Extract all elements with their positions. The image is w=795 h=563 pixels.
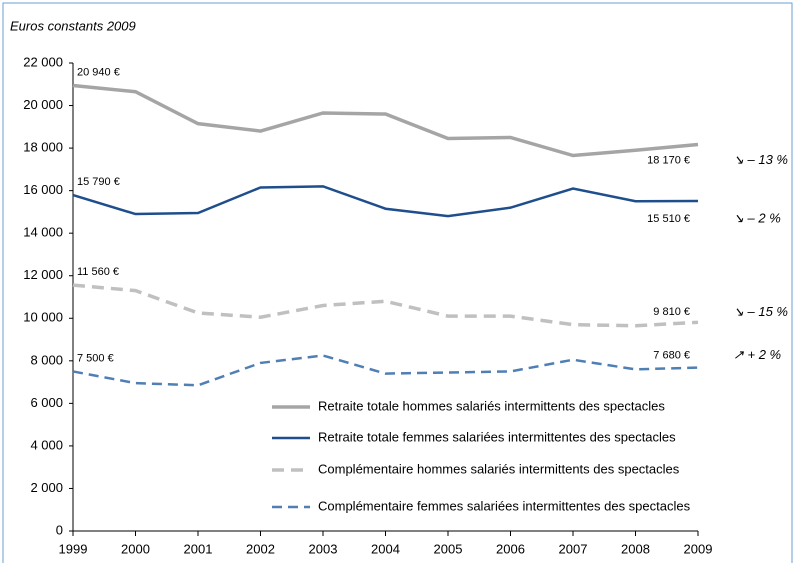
x-tick-label: 2006	[496, 541, 525, 556]
value-label: 20 940 €	[77, 66, 120, 78]
x-tick-label: 2004	[371, 541, 400, 556]
x-tick-label: 2005	[434, 541, 463, 556]
x-tick-label: 2002	[246, 541, 275, 556]
y-axis-label: Euros constants 2009	[10, 18, 136, 33]
y-tick-label: 20 000	[23, 97, 63, 112]
value-label: 11 560 €	[77, 266, 119, 278]
value-label: 15 790 €	[77, 176, 120, 188]
change-label: ↘ – 13 %	[733, 152, 788, 167]
value-label: 9 810 €	[653, 306, 690, 318]
series-line	[72, 283, 699, 328]
y-tick-label: 14 000	[23, 225, 63, 240]
change-label: ↗ + 2 %	[733, 347, 781, 362]
y-tick-label: 6 000	[30, 395, 63, 410]
y-tick-label: 22 000	[23, 54, 63, 69]
x-tick-label: 2003	[309, 541, 338, 556]
y-tick-label: 12 000	[23, 267, 63, 282]
y-tick-label: 18 000	[23, 140, 63, 155]
x-tick-label: 2001	[184, 541, 213, 556]
y-tick-label: 8 000	[30, 352, 63, 367]
y-tick-label: 10 000	[23, 310, 63, 325]
legend-label: Retraite totale hommes salariés intermit…	[318, 398, 665, 413]
legend-label: Complémentaire femmes salariées intermit…	[318, 498, 691, 513]
series-line	[72, 354, 699, 387]
y-tick-label: 2 000	[30, 480, 63, 495]
x-tick-label: 2007	[559, 541, 588, 556]
x-tick-label: 1999	[59, 541, 88, 556]
value-label: 7 680 €	[653, 350, 690, 362]
value-label: 7 500 €	[77, 352, 114, 364]
y-tick-label: 0	[56, 522, 63, 537]
series-line	[72, 83, 699, 158]
series-line	[72, 185, 699, 218]
x-tick-label: 2008	[621, 541, 650, 556]
change-label: ↘ – 15 %	[733, 304, 788, 319]
x-tick-label: 2000	[121, 541, 150, 556]
y-tick-label: 4 000	[30, 437, 63, 452]
legend-label: Retraite totale femmes salariées intermi…	[318, 429, 676, 444]
change-label: ↘ – 2 %	[733, 210, 781, 225]
legend-label: Complémentaire hommes salariés intermitt…	[318, 461, 680, 476]
x-tick-label: 2009	[684, 541, 713, 556]
y-tick-label: 16 000	[23, 182, 63, 197]
value-label: 15 510 €	[647, 213, 690, 225]
value-label: 18 170 €	[647, 154, 690, 166]
